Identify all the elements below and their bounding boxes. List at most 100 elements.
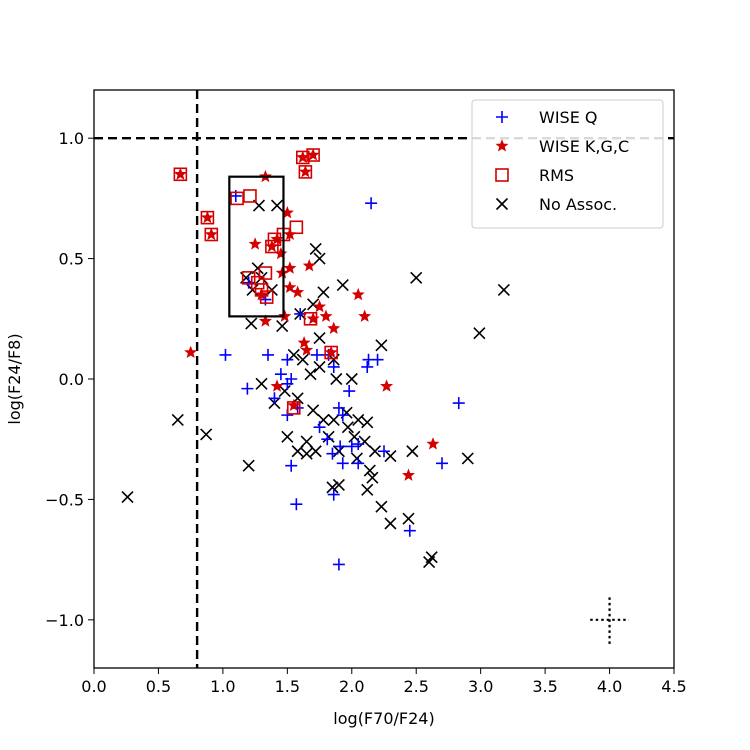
x-marker (121, 490, 134, 504)
x-marker (317, 286, 330, 299)
x-marker (313, 331, 326, 345)
star-marker (283, 280, 297, 294)
series-star (173, 148, 440, 481)
star-marker (327, 321, 341, 334)
plus-marker (281, 353, 294, 366)
plus-marker (285, 373, 298, 385)
x-marker (171, 413, 184, 427)
y-axis-label: log(F24/F8) (5, 333, 24, 424)
plus-marker (345, 440, 358, 453)
legend-label: WISE Q (539, 108, 597, 127)
star-marker (302, 258, 316, 272)
x-marker (322, 430, 335, 443)
plus-marker (452, 397, 465, 410)
legend-label: No Assoc. (539, 195, 617, 214)
star-marker (291, 285, 305, 298)
star-marker (380, 379, 394, 392)
legend-label: RMS (539, 166, 574, 185)
legend-marker-plus (496, 111, 508, 123)
x-marker (336, 279, 349, 292)
x-marker (375, 500, 388, 513)
plus-marker (327, 488, 340, 501)
legend-label: WISE K,G,C (539, 137, 629, 156)
plus-marker (332, 401, 345, 414)
legend-marker-x (495, 197, 509, 211)
x-marker (352, 413, 365, 427)
plus-marker (334, 440, 347, 453)
star-marker (306, 311, 320, 325)
square-marker (289, 220, 304, 235)
x-marker (384, 450, 397, 463)
x-marker (300, 435, 313, 448)
x-marker (358, 435, 371, 448)
star-marker (426, 437, 440, 450)
star-marker (204, 227, 218, 241)
star-marker (313, 299, 327, 313)
plus-marker (219, 348, 232, 361)
star-marker (278, 309, 292, 322)
x-marker (461, 452, 474, 465)
star-marker (275, 266, 289, 279)
star-marker (324, 345, 338, 359)
x-marker (287, 348, 300, 361)
x-marker (304, 368, 317, 381)
x-marker (350, 452, 363, 465)
x-marker (332, 445, 345, 458)
star-marker (297, 336, 311, 349)
legend-box (471, 99, 664, 229)
plus-marker (241, 382, 254, 395)
x-tick-label: 2.5 (403, 677, 428, 696)
y-tick-label: 0.5 (59, 250, 84, 269)
y-tick-label: 1.0 (59, 129, 84, 148)
plus-marker (262, 348, 274, 361)
plus-marker (378, 445, 390, 458)
star-marker (283, 261, 297, 274)
y-tick-label: 0.0 (59, 370, 84, 389)
star-marker (401, 468, 415, 481)
y-tick-label: −0.5 (45, 490, 84, 509)
x-axis-label: log(F70/F24) (333, 709, 434, 728)
square-marker (250, 275, 265, 290)
plus-marker (332, 558, 345, 571)
x-marker (300, 447, 313, 460)
x-marker (361, 483, 374, 496)
plus-marker (352, 457, 365, 470)
x-marker (473, 327, 486, 340)
y-axis-ticks: −1.0 −0.5 0.0 0.5 1.0 (45, 129, 94, 630)
x-marker (200, 428, 213, 441)
star-marker (351, 287, 365, 301)
plus-marker (352, 438, 365, 451)
x-marker (327, 413, 340, 427)
square-marker (241, 271, 256, 285)
plus-marker (327, 360, 340, 373)
x-marker (326, 481, 339, 494)
x-marker (276, 319, 289, 333)
star-marker (270, 379, 284, 392)
x-marker (361, 416, 374, 429)
x-marker (406, 445, 419, 458)
star-marker (358, 309, 372, 322)
x-marker (341, 421, 354, 434)
x-marker (245, 317, 258, 330)
x-tick-label: 0.5 (146, 677, 171, 696)
star-marker (270, 232, 284, 245)
plus-marker (436, 457, 448, 470)
square-marker (230, 191, 244, 206)
star-marker (298, 165, 312, 178)
x-axis-ticks: 0.0 0.5 1.0 1.5 2.0 2.5 3.0 3.5 4.0 4.5 (81, 668, 687, 696)
x-marker (255, 377, 268, 390)
plot-marks (121, 148, 510, 571)
plus-marker (313, 421, 326, 434)
x-marker (332, 478, 345, 492)
star-marker (287, 398, 301, 412)
star-marker (255, 287, 269, 301)
x-marker (309, 445, 322, 458)
plus-marker (336, 409, 349, 422)
square-marker (258, 266, 273, 280)
plus-marker (290, 498, 303, 511)
x-tick-label: 4.0 (597, 677, 622, 696)
star-marker (283, 227, 297, 241)
star-marker (200, 210, 214, 224)
x-marker (313, 360, 326, 374)
